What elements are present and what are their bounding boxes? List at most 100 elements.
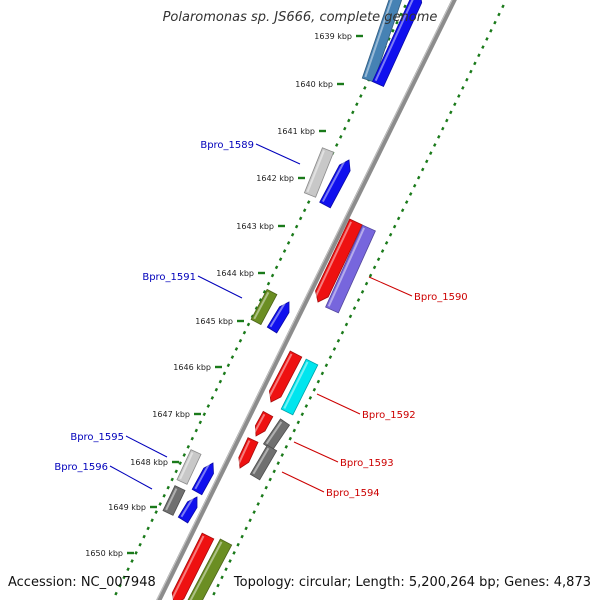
leader-line-bpro_1592: [316, 393, 361, 415]
minus-strand-dot: [433, 143, 437, 147]
gene-label-bpro_1590[interactable]: Bpro_1590: [414, 292, 468, 303]
gene-features: [162, 0, 423, 600]
plus-feature-1591-olive[interactable]: [250, 288, 278, 326]
gene-label-bpro_1594[interactable]: Bpro_1594: [326, 488, 380, 499]
minus-strand-dot: [224, 567, 228, 572]
minus-strand-dot: [356, 298, 361, 302]
minus-strand-dot: [412, 183, 417, 188]
minus-feature-1594-red-highlight: [237, 440, 251, 466]
minus-feature-1592-red[interactable]: [267, 350, 303, 403]
plus-feature-1595-blue-body: [191, 462, 214, 496]
plus-feature-1596-grey-body: [162, 485, 186, 516]
plus-feature-1589-grey[interactable]: [303, 147, 335, 198]
minus-strand-dot: [268, 477, 272, 482]
minus-strand-dot: [392, 224, 397, 229]
plus-strand-dot: [262, 289, 267, 294]
minus-strand-dot: [300, 412, 305, 417]
plus-feature-1596-blue-highlight: [180, 496, 195, 518]
minus-feature-1592-red-highlight: [267, 353, 293, 399]
plus-feature-1591-blue[interactable]: [266, 301, 290, 334]
gene-label-bpro_1589[interactable]: Bpro_1589: [200, 140, 254, 151]
gene-label-bpro_1595[interactable]: Bpro_1595: [70, 432, 124, 443]
plus-strand-dot: [206, 404, 211, 408]
gene-label-bpro_1591[interactable]: Bpro_1591: [142, 272, 196, 283]
plus-strand-dot: [142, 534, 146, 539]
plus-feature-1595-blue[interactable]: [191, 462, 214, 496]
leader-line-bpro_1594: [281, 471, 325, 493]
minus-strand-dot: [348, 314, 353, 319]
plus-strand-ticks: [111, 0, 410, 600]
plus-feature-1595-blue-highlight: [194, 462, 211, 490]
minus-feature-1594-grey[interactable]: [249, 444, 278, 481]
minus-feature-1590-purple-body: [325, 224, 376, 314]
plus-strand-dot: [254, 306, 259, 311]
plus-strand-dot: [114, 591, 118, 596]
plus-strand-dot: [162, 493, 166, 498]
plus-strand-dot: [202, 412, 207, 417]
plus-feature-1639-blue[interactable]: [371, 0, 423, 88]
plus-strand-dot: [226, 363, 231, 368]
plus-strand-dot: [222, 371, 227, 376]
plus-strand-dot: [234, 347, 239, 351]
minus-strand-dot: [272, 469, 276, 474]
plus-feature-1589-grey-body: [303, 147, 335, 198]
minus-strand-dot: [324, 363, 329, 368]
plus-feature-1595-grey[interactable]: [176, 449, 202, 485]
minus-strand-dot: [352, 306, 357, 311]
plus-strand-dot: [178, 461, 182, 466]
minus-strand-dot: [449, 110, 453, 115]
minus-strand-dot: [236, 542, 240, 547]
plus-strand-dot: [170, 477, 174, 482]
plus-strand-dot: [290, 232, 295, 237]
plus-strand-dot: [126, 567, 130, 572]
minus-strand-dot: [220, 575, 224, 580]
coordinate-label: 1642 kbp: [256, 174, 294, 183]
plus-strand-dot: [395, 20, 399, 25]
minus-strand-dot: [428, 151, 433, 156]
plus-feature-1589-blue[interactable]: [319, 159, 351, 209]
minus-strand-dot: [461, 86, 465, 90]
gene-label-bpro_1596[interactable]: Bpro_1596: [54, 462, 108, 473]
coordinate-labels: 1639 kbp 1640 kbp 1641 kbp 1642 kbp 1643 kbp…: [85, 32, 363, 558]
minus-feature-1650-olive[interactable]: [184, 538, 233, 600]
coordinate-label: 1648 kbp: [130, 458, 168, 467]
plus-strand-dot: [146, 526, 150, 531]
minus-feature-1590-red[interactable]: [313, 218, 363, 303]
minus-feature-1593-red[interactable]: [253, 410, 274, 437]
minus-strand-dot: [260, 493, 264, 498]
minus-feature-1590-red-highlight: [313, 221, 352, 299]
minus-feature-1594-red[interactable]: [237, 437, 259, 469]
plus-feature-1596-grey[interactable]: [162, 485, 186, 516]
minus-strand-dot: [308, 396, 313, 400]
minus-strand-dot: [473, 61, 477, 66]
plus-strand-dot: [294, 224, 299, 229]
gene-labels: Bpro_1589 Bpro_1590 Bpro_1591 Bpro_1592 Bpro…: [54, 140, 467, 499]
minus-strand-dot: [328, 355, 333, 359]
minus-feature-1593-red-highlight: [253, 413, 266, 434]
plus-feature-1639-light-highlight: [364, 0, 393, 78]
minus-strand-dot: [264, 485, 268, 490]
minus-feature-1590-purple[interactable]: [325, 224, 376, 314]
minus-strand-dot: [336, 338, 341, 343]
minus-feature-1594-red-body: [238, 437, 259, 469]
minus-strand-dot: [216, 583, 220, 588]
minus-feature-1593-grey-highlight: [265, 421, 283, 445]
minus-feature-1592-cyan[interactable]: [280, 358, 319, 416]
minus-strand-dot: [248, 518, 252, 523]
gene-label-bpro_1592[interactable]: Bpro_1592: [362, 410, 416, 421]
plus-strand-dot: [355, 102, 359, 107]
minus-strand-dot: [441, 126, 445, 131]
minus-feature-1650-red-highlight: [170, 535, 205, 600]
minus-feature-1650-red[interactable]: [170, 532, 215, 600]
plus-feature-1596-blue[interactable]: [177, 496, 198, 524]
plus-strand-dot: [351, 110, 355, 115]
plus-strand-dot: [363, 86, 367, 90]
coordinate-label: 1639 kbp: [314, 32, 352, 41]
plus-strand-dot: [210, 396, 215, 400]
gene-label-bpro_1593[interactable]: Bpro_1593: [340, 458, 394, 469]
minus-strand-dot: [400, 208, 405, 213]
minus-strand-dot: [368, 273, 373, 278]
coordinate-label: 1646 kbp: [173, 363, 211, 372]
plus-strand-dot: [150, 518, 154, 523]
minus-feature-1594-grey-body: [249, 444, 278, 481]
